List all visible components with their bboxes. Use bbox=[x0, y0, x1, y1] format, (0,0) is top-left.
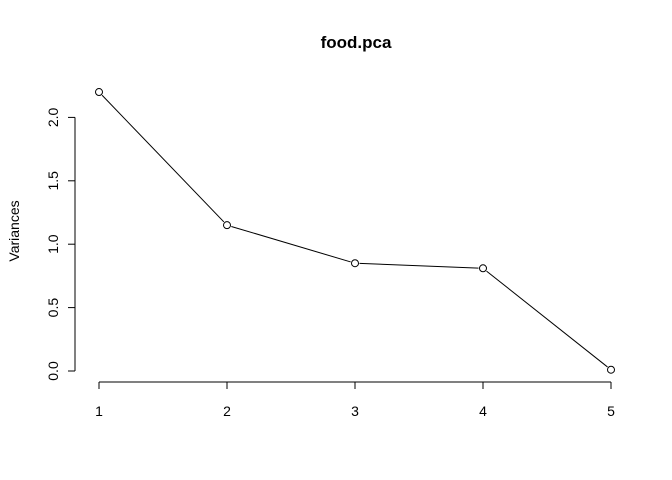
series-segment-0 bbox=[101, 94, 225, 223]
y-tick-label-3: 1.5 bbox=[45, 171, 61, 191]
data-point-1 bbox=[95, 88, 103, 97]
x-tick-label-2: 3 bbox=[351, 403, 359, 419]
series-variances bbox=[95, 88, 615, 374]
data-point-2 bbox=[223, 221, 231, 230]
y-tick-label-1: 0.5 bbox=[45, 298, 61, 318]
y-tick-label-0: 0.0 bbox=[45, 361, 61, 381]
data-point-5 bbox=[607, 365, 615, 374]
x-tick-label-0: 1 bbox=[95, 403, 103, 419]
chart-title: food.pca bbox=[321, 33, 392, 52]
data-point-4 bbox=[479, 264, 487, 273]
series-segment-2 bbox=[359, 262, 479, 269]
x-axis: 1 2 3 4 5 bbox=[95, 381, 615, 419]
y-axis-label: Variances bbox=[6, 200, 22, 261]
x-tick-label-4: 5 bbox=[607, 403, 615, 419]
x-tick-label-1: 2 bbox=[223, 403, 231, 419]
y-tick-label-2: 1.0 bbox=[45, 234, 61, 254]
y-axis: 0.0 0.5 1.0 1.5 2.0 bbox=[45, 107, 76, 381]
series-segment-1 bbox=[231, 225, 351, 263]
x-tick-label-3: 4 bbox=[479, 403, 487, 419]
data-point-3 bbox=[351, 259, 359, 268]
y-tick-label-4: 2.0 bbox=[45, 107, 61, 127]
series-segment-3 bbox=[486, 270, 608, 368]
